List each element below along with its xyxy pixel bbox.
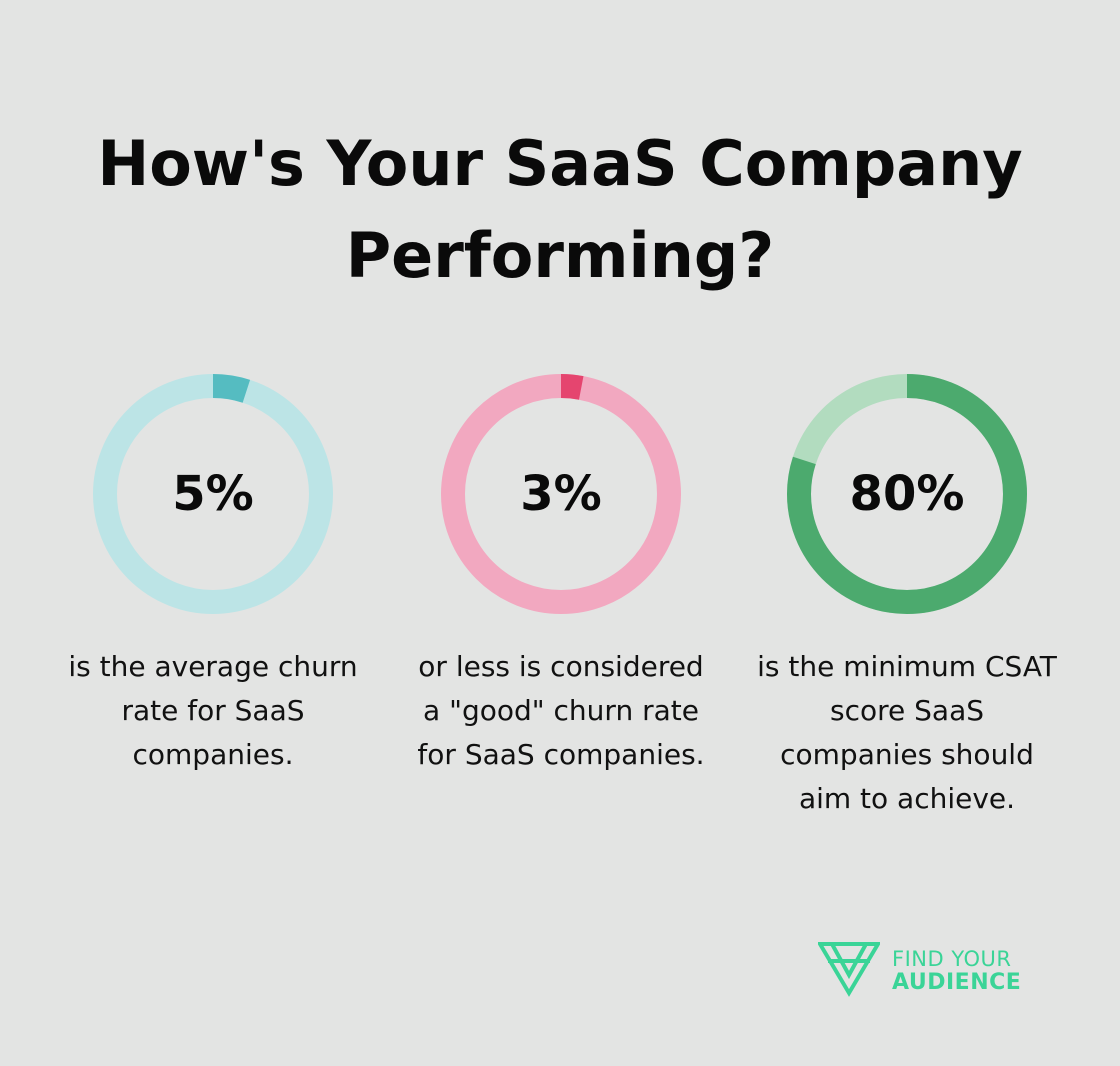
description-line: is the minimum CSAT <box>757 650 1057 683</box>
donut-svg <box>441 374 681 614</box>
stat-value: 80% <box>849 466 965 522</box>
brand-line-1: FIND YOUR <box>892 947 1012 971</box>
donut-value-arc <box>787 374 1027 614</box>
description-line: score SaaS <box>830 694 984 727</box>
brand-logo: FIND YOUR AUDIENCE <box>818 941 1038 997</box>
donut-svg <box>93 374 333 614</box>
donut-chart: 5% <box>92 373 334 615</box>
donut-svg <box>787 374 1027 614</box>
description-line: aim to achieve. <box>798 782 1016 815</box>
description-line: for SaaS companies. <box>417 738 705 771</box>
title-line-2: Performing? <box>345 219 775 292</box>
stat-description: is the minimum CSAT score SaaS companies… <box>737 645 1077 821</box>
stat-description: is the average churn rate for SaaS compa… <box>43 645 383 777</box>
donut-chart: 80% <box>786 373 1028 615</box>
brand-name: FIND YOUR AUDIENCE <box>892 947 1021 995</box>
donut-value-arc <box>93 374 333 614</box>
description-line: a "good" churn rate <box>423 694 699 727</box>
stat-value: 5% <box>172 466 254 522</box>
stat-description: or less is considered a "good" churn rat… <box>391 645 731 777</box>
donut-chart: 3% <box>440 373 682 615</box>
description-line: or less is considered <box>418 650 704 683</box>
title-line-1: How's Your SaaS Company <box>97 127 1023 200</box>
description-line: companies should <box>780 738 1034 771</box>
stat-value: 3% <box>520 466 602 522</box>
page-title: How's Your SaaS Company Performing? <box>0 118 1120 302</box>
triangle-logo-icon <box>818 942 880 997</box>
description-line: rate for SaaS <box>121 694 305 727</box>
brand-line-2: AUDIENCE <box>892 970 1022 995</box>
description-line: is the average churn <box>68 650 358 683</box>
description-line: companies. <box>132 738 294 771</box>
donut-value-arc <box>441 374 681 614</box>
